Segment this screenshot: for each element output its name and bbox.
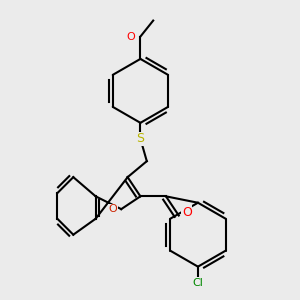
Text: O: O <box>126 32 135 41</box>
Text: Cl: Cl <box>193 278 203 288</box>
Text: S: S <box>136 132 144 145</box>
Text: O: O <box>182 206 192 219</box>
Text: O: O <box>109 204 118 214</box>
